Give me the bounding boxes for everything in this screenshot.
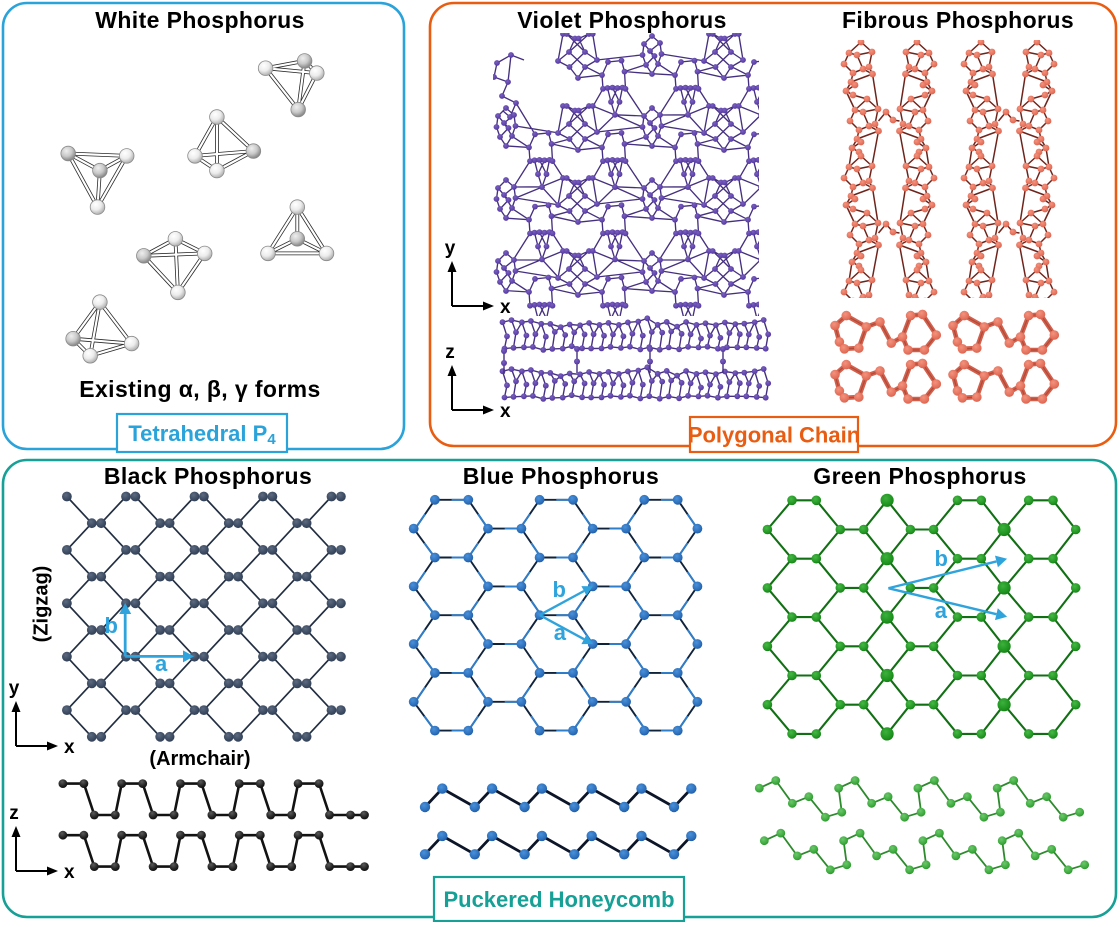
svg-text:y: y (9, 678, 20, 699)
svg-text:Black Phosphorus: Black Phosphorus (104, 463, 312, 489)
svg-text:a: a (554, 620, 567, 645)
svg-text:Green Phosphorus: Green Phosphorus (813, 463, 1026, 489)
svg-text:Violet Phosphorus: Violet Phosphorus (517, 7, 727, 33)
svg-text:Tetrahedral P4: Tetrahedral P4 (128, 421, 276, 448)
svg-text:x: x (64, 737, 75, 758)
svg-text:Puckered Honeycomb: Puckered Honeycomb (443, 887, 674, 912)
svg-text:a: a (935, 598, 948, 623)
svg-text:Existing α, β, γ forms: Existing α, β, γ forms (79, 376, 320, 402)
svg-text:(Armchair): (Armchair) (149, 748, 250, 770)
svg-text:z: z (445, 342, 455, 363)
svg-text:x: x (64, 862, 75, 883)
svg-text:Blue Phosphorus: Blue Phosphorus (463, 463, 659, 489)
svg-text:a: a (155, 651, 168, 676)
svg-text:(Zigzag): (Zigzag) (31, 566, 53, 643)
svg-text:z: z (9, 803, 19, 824)
svg-text:b: b (105, 613, 118, 638)
svg-text:b: b (553, 577, 566, 602)
svg-text:Polygonal Chain: Polygonal Chain (688, 423, 860, 448)
svg-text:White Phosphorus: White Phosphorus (95, 7, 305, 33)
svg-text:x: x (500, 401, 511, 422)
svg-text:x: x (500, 297, 511, 318)
svg-text:b: b (935, 546, 948, 571)
svg-text:y: y (445, 238, 456, 259)
svg-text:Fibrous Phosphorus: Fibrous Phosphorus (842, 7, 1074, 33)
